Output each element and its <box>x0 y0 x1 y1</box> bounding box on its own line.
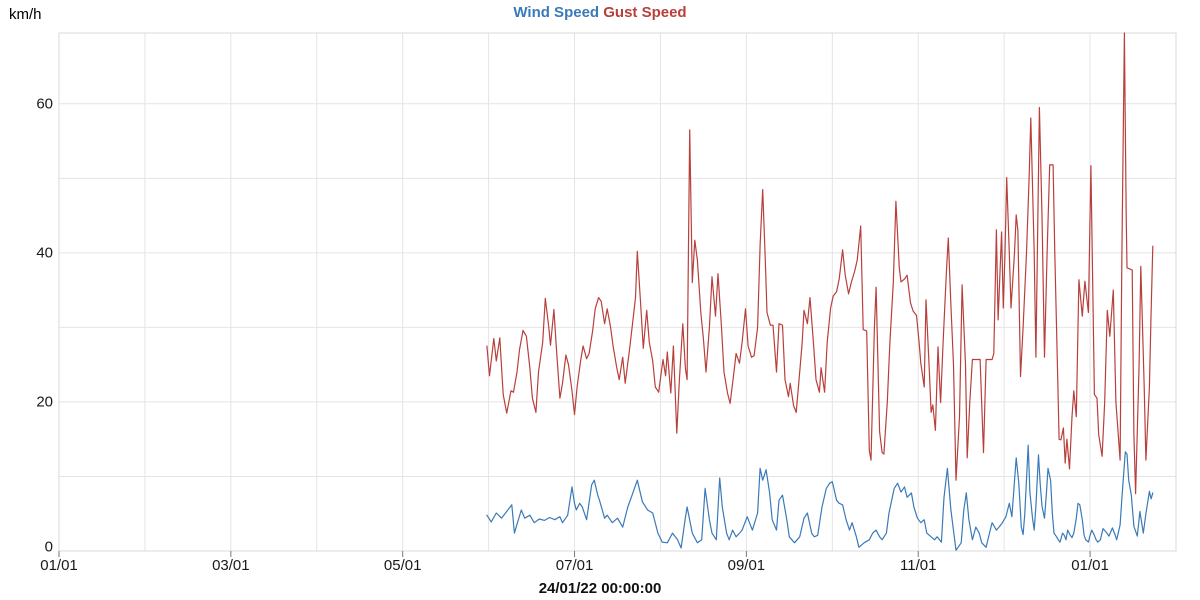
y-tick-label: 40 <box>36 244 53 262</box>
y-tick-label: 20 <box>36 393 53 411</box>
y-tick-label: 0 <box>44 538 53 556</box>
x-tick-label: 01/01 <box>1071 557 1109 574</box>
x-tick-label: 11/01 <box>900 557 937 574</box>
x-tick-label: 03/01 <box>212 557 250 574</box>
x-tick-label: 07/01 <box>555 557 594 574</box>
x-tick-label: 01/01 <box>40 557 78 574</box>
gridlines <box>58 32 1177 552</box>
chart-legend: Wind Speed Gust Speed <box>0 4 1200 21</box>
series-line-gust-speed <box>486 32 1154 495</box>
legend-item-gust-speed[interactable]: Gust Speed <box>603 4 687 21</box>
plot-border <box>58 32 1177 552</box>
y-tick-label: 60 <box>36 95 53 113</box>
x-tick-label: 09/01 <box>727 557 766 574</box>
data-series <box>486 32 1154 551</box>
legend-item-wind-speed[interactable]: Wind Speed <box>513 4 600 21</box>
axis-ticks <box>58 551 1091 557</box>
series-line-wind-speed <box>486 444 1154 551</box>
y-axis-unit-label: km/h <box>9 6 42 23</box>
cursor-timestamp-label: 24/01/22 00:00:00 <box>538 580 662 597</box>
x-tick-label: 05/01 <box>383 557 422 574</box>
